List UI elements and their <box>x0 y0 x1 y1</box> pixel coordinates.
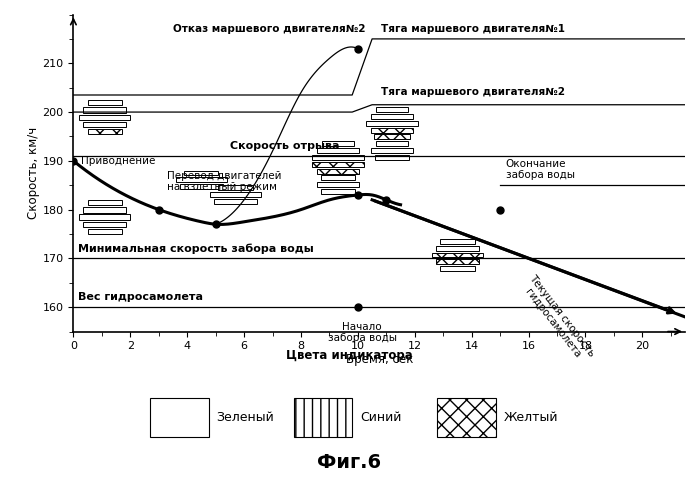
Bar <box>83 107 126 113</box>
Bar <box>83 207 126 212</box>
Bar <box>376 107 408 112</box>
Text: Синий: Синий <box>360 411 401 424</box>
Text: Минимальная скорость забора воды: Минимальная скорость забора воды <box>78 243 313 254</box>
Bar <box>83 122 126 127</box>
Text: Желтый: Желтый <box>503 411 558 424</box>
Bar <box>214 199 257 204</box>
Bar <box>317 182 359 187</box>
Bar <box>210 192 261 197</box>
Bar <box>375 155 409 160</box>
Bar <box>370 148 413 153</box>
Bar <box>436 259 479 264</box>
Text: Окончание
забора воды: Окончание забора воды <box>506 159 575 181</box>
Bar <box>317 148 359 153</box>
Text: Вес гидросамолета: Вес гидросамолета <box>78 292 203 302</box>
Bar <box>185 170 219 176</box>
Bar <box>370 128 413 133</box>
Bar <box>437 398 496 437</box>
Bar <box>322 141 354 146</box>
Bar <box>376 141 408 146</box>
Bar <box>370 114 413 119</box>
Bar <box>150 398 209 437</box>
Bar <box>180 184 223 189</box>
Bar <box>436 246 479 251</box>
Bar <box>294 398 352 437</box>
Text: Отказ маршевого двигателя№2: Отказ маршевого двигателя№2 <box>173 24 366 34</box>
Bar <box>312 162 363 166</box>
Bar <box>317 168 359 174</box>
Text: Перевод двигателей
на взлетный режим: Перевод двигателей на взлетный режим <box>167 170 282 192</box>
Bar <box>321 189 355 194</box>
Text: Цвета индикатора: Цвета индикатора <box>286 349 413 362</box>
Text: Скорость отрыва: Скорость отрыва <box>230 141 339 151</box>
Text: Тяга маршевого двигателя№1: Тяга маршевого двигателя№1 <box>381 24 565 34</box>
X-axis label: Время, сек: Время, сек <box>345 353 413 365</box>
Bar <box>373 135 410 139</box>
Bar <box>87 229 122 234</box>
Text: Текущая скорость
гидросамолета: Текущая скорость гидросамолета <box>518 273 596 366</box>
Bar <box>321 176 355 181</box>
Bar <box>219 185 252 190</box>
Bar <box>79 115 130 120</box>
Bar <box>87 100 122 105</box>
Text: Тяга маршевого двигателя№2: Тяга маршевого двигателя№2 <box>381 88 565 97</box>
Bar <box>366 121 417 126</box>
Bar <box>440 266 475 271</box>
Bar <box>176 178 227 182</box>
Text: Начало
забора воды: Начало забора воды <box>328 322 396 343</box>
Bar <box>87 200 122 205</box>
Bar <box>312 155 363 160</box>
Text: Приводнение: Приводнение <box>80 156 155 166</box>
Bar <box>87 129 122 135</box>
Bar <box>440 239 475 244</box>
Bar <box>432 253 483 257</box>
Text: Фиг.6: Фиг.6 <box>317 453 382 472</box>
Bar <box>83 222 126 227</box>
Text: Зеленый: Зеленый <box>217 411 275 424</box>
Y-axis label: Скорость, км/ч: Скорость, км/ч <box>27 127 40 219</box>
Bar <box>79 214 130 220</box>
